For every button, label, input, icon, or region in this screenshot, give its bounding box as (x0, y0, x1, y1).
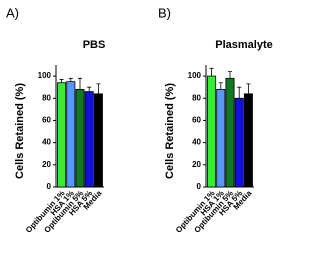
bar (75, 89, 85, 188)
panel-label: A) (6, 5, 19, 20)
bar (93, 93, 103, 188)
bar (243, 93, 253, 188)
error-bar (68, 77, 73, 82)
bar (234, 97, 244, 188)
y-tick-label: 100 (188, 71, 202, 80)
chart-title: PBS (83, 39, 106, 51)
y-tick-label: 60 (42, 116, 51, 125)
y-tick-label: 0 (197, 182, 202, 191)
bar (207, 75, 217, 188)
bar (225, 77, 235, 188)
bar (57, 82, 67, 188)
y-tick-label: 100 (38, 71, 52, 80)
y-tick-label: 60 (192, 116, 201, 125)
error-bar (218, 82, 223, 90)
error-bar (209, 67, 214, 77)
y-tick-label: 80 (192, 93, 201, 102)
y-axis-label: Cells Retained (%) (164, 83, 176, 179)
chart-title: Plasmalyte (215, 39, 272, 51)
error-bar (246, 83, 251, 94)
y-tick-label: 40 (192, 138, 201, 147)
panel-label: B) (158, 5, 171, 20)
error-bar (228, 71, 232, 79)
y-axis-label: Cells Retained (%) (14, 83, 26, 179)
bar (66, 81, 76, 188)
error-bar (87, 86, 92, 92)
bar (216, 89, 226, 188)
y-tick-label: 20 (42, 160, 51, 169)
y-tick-label: 0 (47, 182, 52, 191)
error-bar (237, 86, 242, 99)
y-tick-label: 20 (192, 160, 201, 169)
y-tick-label: 80 (42, 93, 51, 102)
error-bar (78, 77, 82, 90)
bar (84, 91, 94, 188)
error-bar (59, 79, 64, 83)
y-tick-label: 40 (42, 138, 51, 147)
error-bar (96, 83, 101, 94)
